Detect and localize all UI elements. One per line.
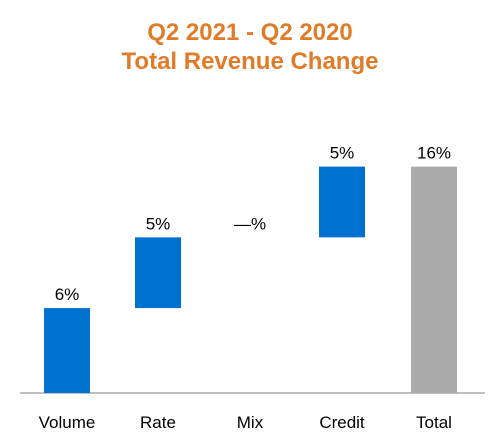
chart-title: Q2 2021 - Q2 2020 [147, 19, 353, 46]
bar-credit [319, 166, 365, 238]
bar-rate [135, 237, 181, 309]
data-label-rate: 5% [146, 214, 171, 233]
x-tick-label-rate: Rate [140, 413, 176, 432]
data-label-total: 16% [417, 144, 451, 163]
bar-volume [44, 308, 90, 393]
bar-total [411, 166, 457, 393]
data-label-volume: 6% [55, 285, 80, 304]
data-label-mix: —% [234, 214, 266, 233]
chart-title-block: Q2 2021 - Q2 2020 Total Revenue Change [0, 18, 500, 76]
data-label-credit: 5% [330, 144, 355, 163]
x-tick-label-volume: Volume [39, 413, 96, 432]
x-tick-label-total: Total [416, 413, 452, 432]
x-tick-label-mix: Mix [237, 413, 264, 432]
x-tick-label-credit: Credit [319, 413, 365, 432]
chart-subtitle: Total Revenue Change [121, 48, 379, 75]
